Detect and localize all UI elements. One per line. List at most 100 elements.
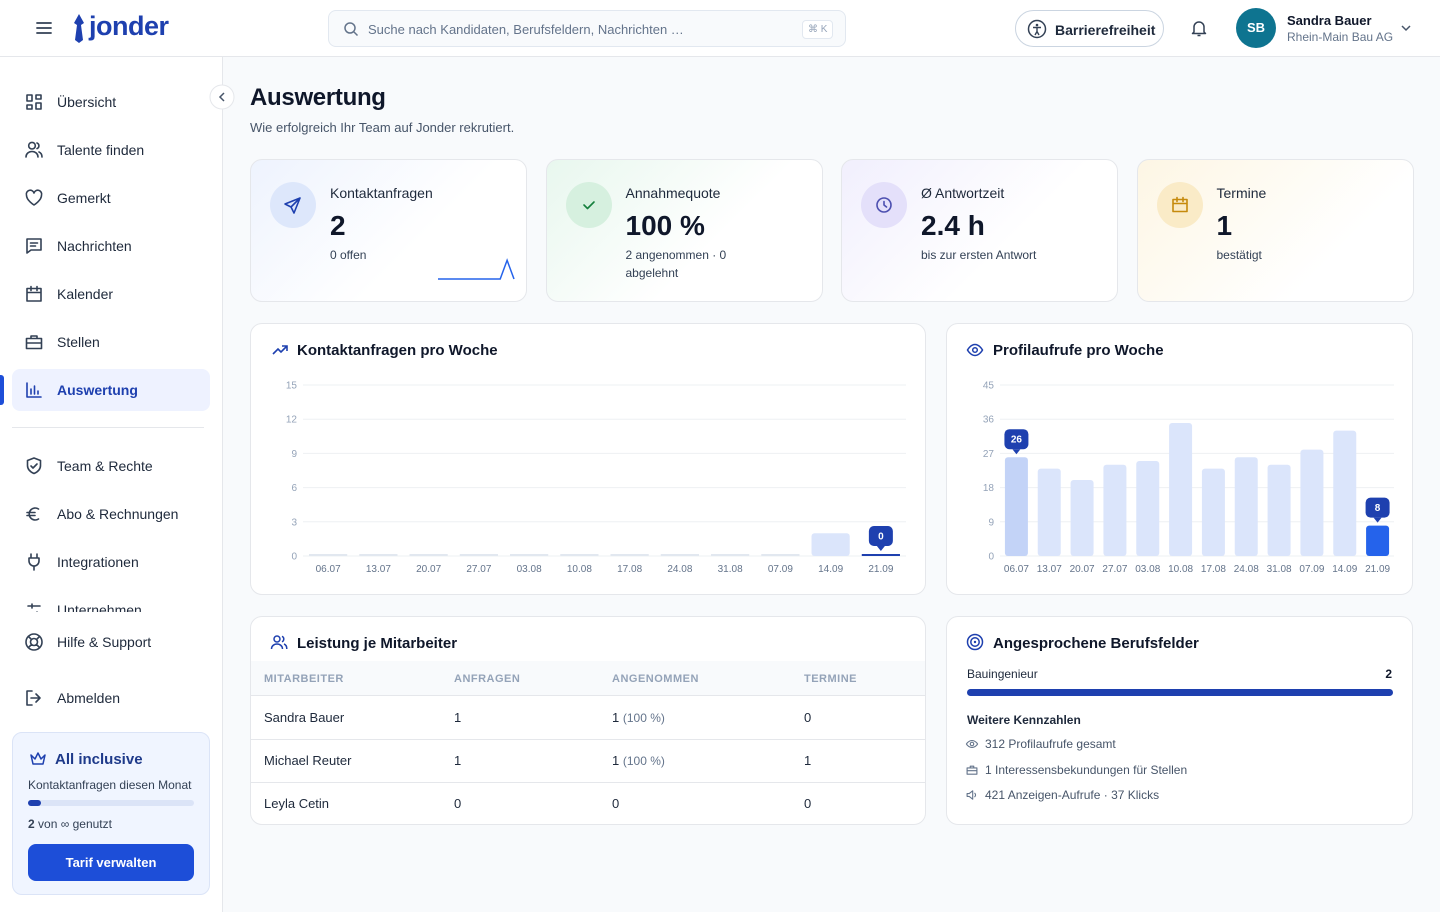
nav-item[interactable]: Integrationen: [12, 541, 210, 583]
nav-label: Integrationen: [57, 554, 139, 570]
accepted-count: 0: [612, 796, 620, 811]
icon-path: [26, 238, 42, 254]
kpi-value: 1: [1216, 210, 1233, 241]
nav-item[interactable]: Übersicht: [12, 81, 210, 123]
accepted-count: 1: [612, 753, 620, 768]
x-tick-label: 03.08: [1135, 564, 1160, 575]
bar: [1366, 525, 1390, 556]
kpi-icon: [565, 182, 612, 228]
bar: [309, 554, 348, 556]
bar: [1136, 461, 1160, 556]
accessibility-button[interactable]: Barrierefreiheit: [1015, 10, 1164, 47]
icon: [876, 197, 892, 213]
kpi-value: 100 %: [625, 210, 705, 241]
accepted-count: 1: [612, 710, 620, 725]
nav-item[interactable]: Stellen: [12, 321, 210, 363]
nav-label: Stellen: [57, 334, 100, 350]
plan-usage: 2 von ∞ genutzt: [28, 817, 112, 831]
icon: [966, 765, 978, 775]
cell-name: Sandra Bauer: [264, 710, 345, 725]
kpi-note: 0 offen: [330, 248, 367, 262]
x-tick-label: 14.09: [1332, 564, 1357, 575]
eye-icon: [966, 343, 984, 357]
stat: 1 Interessensbekundungen für Stellen: [985, 762, 1188, 777]
plan-button[interactable]: Tarif verwalten: [28, 844, 194, 881]
logo-icon: [74, 14, 84, 43]
page-title: Auswertung: [250, 84, 386, 111]
kpi-note: 2 angenommen · 0 abgelehnt: [625, 248, 727, 280]
accepted-share: (100 %): [622, 754, 665, 768]
icon: [25, 335, 43, 350]
icon: [966, 790, 977, 800]
chart: 0 9 18 27 36 45 06.07 26 13.07 20.07 27.07 03.08 10.…: [983, 381, 1394, 575]
cell-accepted: 1 (100 %): [612, 710, 665, 725]
nav-secondary: Team & Rechte Abo & Rechnungen Integration…: [0, 440, 222, 612]
nav-item[interactable]: Talente finden: [12, 129, 210, 171]
nav-item[interactable]: Unternehmen: [12, 589, 210, 612]
badge-bg: [868, 526, 893, 546]
value-badge: 26: [1004, 429, 1029, 455]
bar: [510, 554, 549, 556]
table-card: Leistung je Mitarbeiter MITARBEITER ANFRA…: [250, 616, 926, 825]
icon-path: [26, 507, 40, 521]
y-tick-label: 36: [983, 415, 995, 426]
accessibility-label: Barrierefreiheit: [1055, 22, 1156, 38]
nav-item[interactable]: Nachrichten: [12, 225, 210, 267]
value-label: 0: [878, 532, 884, 543]
x-tick-label: 21.09: [1365, 564, 1390, 575]
icon-path: [1171, 196, 1188, 213]
nav-label: Abmelden: [57, 690, 121, 706]
search-shortcut: ⌘ K: [802, 20, 834, 39]
x-tick-label: 31.08: [718, 564, 743, 575]
icon-path: [25, 335, 43, 350]
nav-item[interactable]: Abmelden: [12, 677, 210, 719]
x-tick-label: 14.09: [818, 564, 843, 575]
table-title: Leistung je Mitarbeiter: [297, 635, 458, 652]
avatar[interactable]: SB: [1236, 8, 1276, 48]
kpi-icon: [270, 182, 316, 228]
nav-label: Hilfe & Support: [57, 634, 152, 650]
y-tick-label: 9: [291, 449, 297, 460]
badge-bg: [1365, 497, 1390, 518]
fields-card: Angesprochene Berufsfelder Weitere Kennz…: [946, 616, 1413, 825]
icon: [26, 457, 42, 475]
cell-accepted: 1 (100 %): [612, 753, 665, 768]
nav-item[interactable]: Gemerkt: [12, 177, 210, 219]
menu-button[interactable]: [34, 18, 54, 38]
x-tick-label: 21.09: [868, 564, 893, 575]
nav-item[interactable]: Kalender: [12, 273, 210, 315]
kpi-card: Termine 1 bestätigt: [1136, 159, 1414, 302]
plan-label: Kontaktanfragen diesen Monat: [28, 778, 192, 792]
icon: [26, 690, 41, 706]
icon: [582, 201, 595, 210]
icon-path: [26, 285, 42, 302]
x-tick-label: 10.08: [567, 564, 592, 575]
nav-item[interactable]: Abo & Rechnungen: [12, 493, 210, 535]
nav-item[interactable]: Auswertung: [12, 369, 210, 411]
chart-title: Kontaktanfragen pro Woche: [297, 342, 498, 359]
icon: [965, 739, 979, 749]
collapse-button[interactable]: [209, 84, 235, 110]
nav-label: Talente finden: [57, 142, 145, 158]
nav-label: Team & Rechte: [57, 458, 153, 474]
bar: [1234, 457, 1258, 556]
bar: [1103, 464, 1127, 556]
x-tick-label: 20.07: [416, 564, 441, 575]
notifications-button[interactable]: [1189, 18, 1209, 38]
x-tick-label: 31.08: [1267, 564, 1292, 575]
nav-item[interactable]: Hilfe & Support: [12, 621, 210, 663]
logo[interactable]: jonder: [89, 11, 169, 41]
x-tick-label: 10.08: [1168, 564, 1193, 575]
table-header: [251, 661, 925, 696]
user-company: Rhein-Main Bau AG: [1287, 30, 1394, 44]
x-tick-label: 17.08: [1201, 564, 1226, 575]
search-box[interactable]: Suche nach Kandidaten, Berufsfeldern, Na…: [328, 10, 846, 47]
cell-requests: 1: [454, 710, 462, 725]
kpi-note: bis zur ersten Antwort: [921, 248, 1037, 262]
cell-accepted: 0: [612, 796, 619, 811]
field-name: Bauingenieur: [967, 667, 1038, 681]
user-menu-chevron[interactable]: [1399, 22, 1413, 34]
x-tick-label: 27.07: [466, 564, 491, 575]
nav-item[interactable]: Team & Rechte: [12, 445, 210, 487]
kpi-label: Termine: [1216, 185, 1267, 201]
